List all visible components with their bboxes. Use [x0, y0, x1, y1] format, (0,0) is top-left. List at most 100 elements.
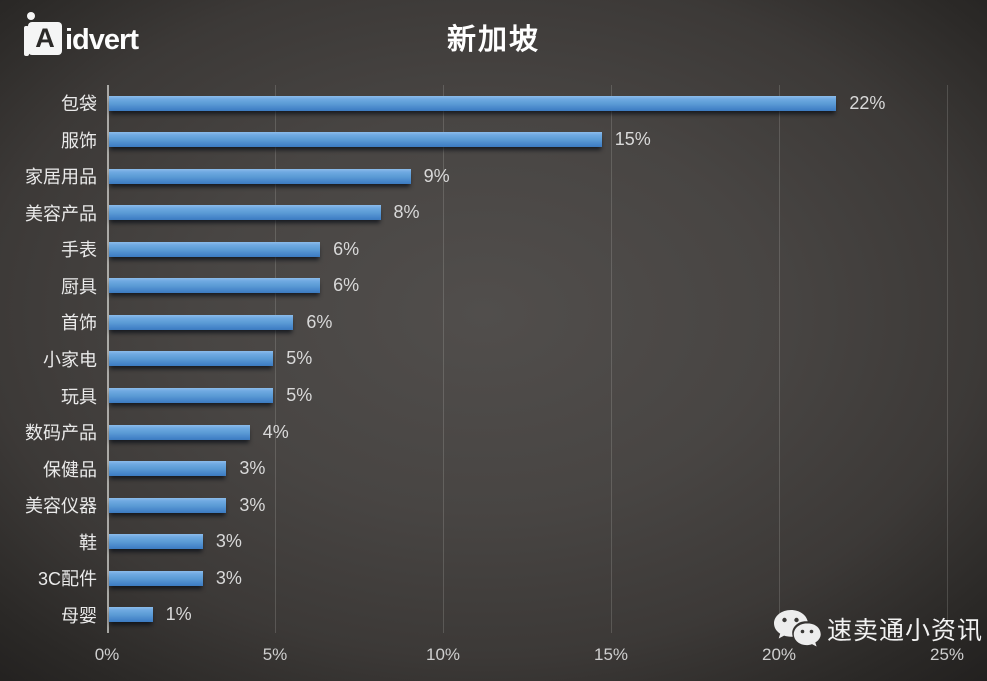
bar-track: 6%	[107, 304, 947, 341]
chart-row: 首饰 6%	[0, 304, 947, 341]
gridline	[275, 85, 276, 633]
category-label: 玩具	[61, 386, 97, 407]
x-axis-tick-label: 10%	[425, 645, 461, 664]
category-label: 保健品	[43, 459, 97, 480]
bar-track: 8%	[107, 195, 947, 232]
bar	[109, 497, 227, 513]
value-label: 1%	[165, 604, 192, 625]
category-label: 数码产品	[25, 423, 97, 444]
x-axis-tick-label: 25%	[929, 645, 965, 664]
value-label: 6%	[333, 275, 360, 296]
bar-track: 6%	[107, 231, 947, 268]
bar	[109, 168, 411, 184]
bar	[109, 278, 321, 294]
bar	[109, 388, 274, 404]
category-label: 美容产品	[25, 203, 97, 224]
category-label: 包袋	[61, 94, 97, 115]
bar-track: 5%	[107, 377, 947, 414]
category-label: 首饰	[61, 313, 97, 334]
value-label: 6%	[306, 311, 333, 332]
value-label: 4%	[262, 421, 289, 442]
bar	[109, 241, 321, 257]
logo-i-dot	[27, 12, 35, 20]
x-axis-tick-label: 20%	[761, 645, 797, 664]
bar-track: 9%	[107, 158, 947, 195]
gridline	[611, 85, 612, 633]
logo-monogram-box: A	[28, 22, 62, 55]
gridline	[443, 85, 444, 633]
x-axis-tick-label: 15%	[593, 645, 629, 664]
bar-track: 3%	[107, 523, 947, 560]
chart-row: 美容仪器 3%	[0, 487, 947, 524]
value-label: 15%	[614, 129, 651, 150]
chart-title: 新加坡	[446, 24, 540, 56]
bar	[109, 132, 602, 148]
chart-row: 美容产品 8%	[0, 195, 947, 232]
brand-logo-icon: A	[24, 12, 64, 56]
category-label: 手表	[61, 240, 97, 261]
watermark-text: 速卖通小资讯	[826, 617, 983, 645]
bar	[109, 534, 203, 550]
value-label: 3%	[239, 494, 266, 515]
bar-track: 1%	[107, 596, 947, 633]
value-label: 3%	[215, 567, 242, 588]
bar-track: 3%	[107, 487, 947, 524]
chart-row: 母婴 1%	[0, 596, 947, 633]
bar	[109, 95, 837, 111]
chart-row: 数码产品 4%	[0, 414, 947, 451]
gridline	[947, 85, 948, 633]
bar-track: 3%	[107, 450, 947, 487]
value-label: 3%	[239, 458, 266, 479]
chart-row: 厨具 6%	[0, 268, 947, 305]
value-label: 8%	[393, 202, 420, 223]
bar-track: 4%	[107, 414, 947, 451]
x-axis-tick-label: 0%	[94, 645, 120, 664]
value-label: 9%	[423, 165, 450, 186]
chart-row: 小家电 5%	[0, 341, 947, 378]
category-label: 3C配件	[37, 569, 97, 590]
value-label: 5%	[286, 348, 313, 369]
chart-row: 家居用品 9%	[0, 158, 947, 195]
chart-row: 保健品 3%	[0, 450, 947, 487]
category-label: 厨具	[61, 276, 97, 297]
category-label: 美容仪器	[25, 496, 97, 517]
x-axis-tick-label: 5%	[262, 645, 288, 664]
bar-track: 3%	[107, 560, 947, 597]
bar	[109, 607, 153, 623]
watermark: 速卖通小资讯	[772, 608, 983, 650]
value-label: 3%	[215, 531, 242, 552]
chart-row: 包袋 22%	[0, 85, 947, 122]
category-label: 家居用品	[25, 167, 97, 188]
bar-track: 22%	[107, 85, 947, 122]
category-label: 服饰	[61, 130, 97, 151]
brand-logo: A idvert	[24, 12, 139, 57]
gridline	[779, 85, 780, 633]
bar	[109, 351, 274, 367]
bar	[109, 424, 250, 440]
chart-row: 服饰 15%	[0, 122, 947, 159]
bar-track: 15%	[107, 122, 947, 159]
bar-rows: 包袋 22% 服饰 15% 家居用品 9% 美容产品 8% 手表 6%	[0, 85, 947, 633]
logo-i-stem	[24, 26, 29, 56]
value-label: 22%	[849, 92, 886, 113]
gridlines	[107, 85, 948, 633]
logo-wordmark: idvert	[65, 24, 139, 56]
bar-track: 5%	[107, 341, 947, 378]
chart-row: 3C配件 3%	[0, 560, 947, 597]
x-axis: 0% 5% 10% 15% 20% 25%	[0, 645, 987, 669]
bar	[109, 570, 203, 586]
category-label: 鞋	[79, 532, 97, 553]
wechat-icon	[773, 610, 821, 647]
y-axis-line	[107, 85, 109, 633]
value-label: 5%	[286, 385, 313, 406]
bar	[109, 314, 294, 330]
bar	[109, 461, 227, 477]
chart-row: 手表 6%	[0, 231, 947, 268]
logo-monogram-letter: A	[35, 23, 55, 53]
chart-row: 鞋 3%	[0, 523, 947, 560]
bar-track: 6%	[107, 268, 947, 305]
bar	[109, 205, 381, 221]
chart-row: 玩具 5%	[0, 377, 947, 414]
category-label: 小家电	[43, 349, 97, 370]
